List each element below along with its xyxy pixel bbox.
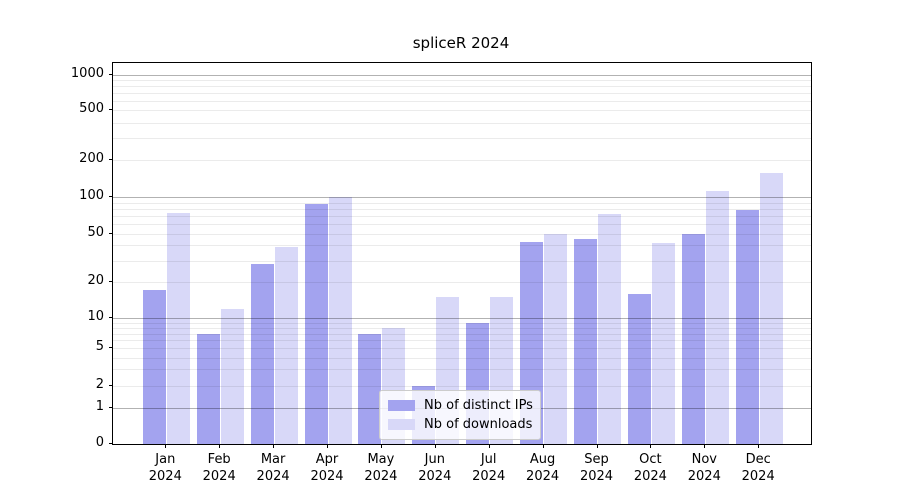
x-tick-label-mar: Mar 2024 — [256, 452, 290, 484]
gridline-400 — [113, 122, 811, 124]
y-tick-label-200: 200 — [79, 151, 104, 167]
gridline-1000 — [113, 75, 811, 76]
bar-ips-oct — [627, 293, 651, 444]
x-tick-mark-sep — [596, 444, 598, 448]
bar-downloads-mar — [274, 246, 298, 444]
bar-ips-sep — [574, 239, 597, 444]
bar-downloads-feb — [220, 308, 244, 444]
legend-row-downloads: Nb of downloads — [388, 416, 532, 433]
x-tick-mark-apr — [327, 444, 328, 448]
x-tick-mark-dec — [758, 444, 760, 448]
x-tick-mark-may — [380, 444, 382, 448]
gridline-300 — [113, 138, 811, 140]
y-tick-label-10: 10 — [87, 309, 104, 325]
bar-downloads-nov — [705, 190, 729, 444]
x-tick-mark-feb — [219, 444, 221, 448]
y-tick-label-50: 50 — [87, 224, 104, 240]
bar-downloads-jan — [166, 212, 190, 444]
y-tick-mark-500 — [109, 109, 113, 111]
y-tick-mark-100 — [109, 196, 113, 197]
bar-ips-jan — [142, 290, 166, 444]
bar-ips-feb — [196, 333, 220, 444]
x-tick-mark-jun — [434, 444, 436, 448]
x-tick-mark-jul — [488, 444, 490, 448]
x-tick-label-nov: Nov 2024 — [687, 452, 721, 484]
y-tick-mark-1000 — [109, 74, 113, 75]
x-tick-mark-aug — [542, 444, 544, 448]
y-tick-mark-200 — [109, 159, 113, 161]
gridline-700 — [113, 93, 811, 95]
x-tick-label-oct: Oct 2024 — [633, 452, 667, 484]
x-tick-mark-jan — [165, 444, 167, 448]
x-tick-label-jan: Jan 2024 — [148, 452, 182, 484]
y-tick-mark-1 — [109, 407, 113, 408]
y-tick-mark-10 — [109, 317, 113, 319]
bar-ips-mar — [250, 264, 274, 444]
x-tick-label-may: May 2024 — [364, 452, 398, 484]
y-tick-label-20: 20 — [87, 272, 104, 288]
y-tick-mark-5 — [109, 347, 113, 349]
x-tick-label-apr: Apr 2024 — [310, 452, 344, 484]
y-tick-mark-2 — [109, 385, 113, 386]
x-tick-label-jul: Jul 2024 — [472, 452, 506, 484]
y-tick-label-0: 0 — [95, 435, 104, 450]
y-tick-label-5: 5 — [95, 339, 104, 355]
y-tick-mark-0 — [109, 443, 113, 444]
bar-ips-nov — [681, 233, 705, 444]
gridline-600 — [113, 101, 811, 102]
plot-area: Nb of distinct IPs Nb of downloads — [112, 62, 812, 445]
legend-row-ips: Nb of distinct IPs — [388, 397, 533, 414]
legend-label-downloads: Nb of downloads — [424, 417, 533, 432]
y-tick-label-500: 500 — [79, 101, 104, 117]
y-tick-label-1: 1 — [95, 399, 104, 414]
bar-downloads-apr — [328, 196, 352, 444]
legend-swatch-downloads-icon — [388, 419, 415, 430]
bar-downloads-aug — [544, 233, 568, 444]
bar-downloads-oct — [651, 242, 675, 444]
gridline-900 — [113, 80, 811, 82]
bar-ips-may — [358, 333, 382, 444]
bar-downloads-sep — [598, 214, 621, 444]
x-tick-mark-nov — [704, 444, 706, 448]
bar-downloads-dec — [759, 172, 783, 444]
gridline-200 — [113, 160, 811, 162]
chart-title: spliceR 2024 — [412, 34, 510, 52]
x-tick-mark-oct — [650, 444, 652, 448]
x-tick-mark-mar — [273, 444, 275, 448]
y-tick-mark-20 — [109, 280, 113, 282]
legend-swatch-ips-icon — [388, 400, 415, 411]
x-tick-label-aug: Aug 2024 — [526, 452, 560, 484]
x-tick-label-dec: Dec 2024 — [741, 452, 775, 484]
y-tick-label-1000: 1000 — [70, 66, 104, 81]
y-tick-label-100: 100 — [79, 188, 104, 203]
y-tick-label-2: 2 — [95, 377, 104, 392]
gridline-800 — [113, 86, 811, 88]
x-tick-label-jun: Jun 2024 — [418, 452, 452, 484]
x-tick-label-feb: Feb 2024 — [202, 452, 236, 484]
x-tick-label-sep: Sep 2024 — [579, 452, 614, 484]
bar-ips-dec — [735, 210, 759, 444]
bar-ips-apr — [304, 204, 328, 444]
legend-label-ips: Nb of distinct IPs — [424, 398, 533, 413]
legend: Nb of distinct IPs Nb of downloads — [379, 390, 541, 440]
gridline-500 — [113, 110, 811, 112]
y-tick-mark-50 — [109, 232, 113, 234]
